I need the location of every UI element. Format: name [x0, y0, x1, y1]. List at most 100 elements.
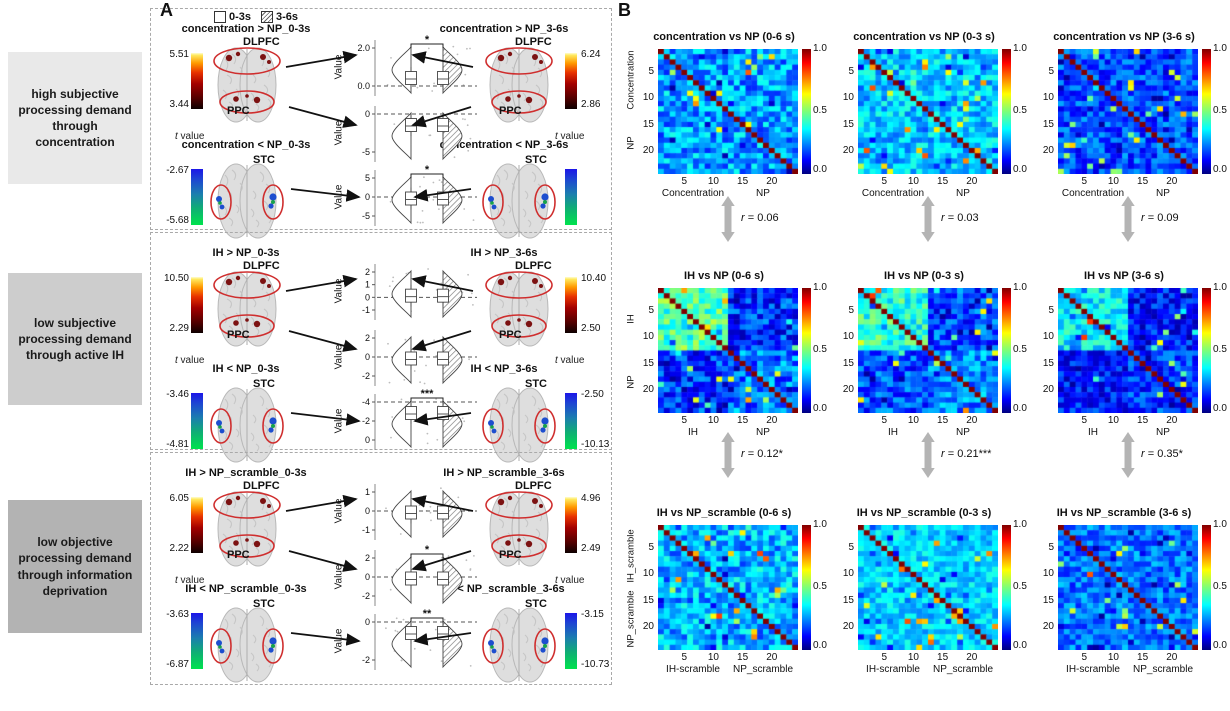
x-axis-tick: 20 [766, 415, 778, 426]
brain-top-view: DLPFC PPC [481, 36, 557, 125]
x-axis-tick: 15 [737, 415, 749, 426]
legend-swatch-open-icon [214, 11, 226, 23]
value-axis-label: Value [333, 408, 345, 434]
violin-plot: Value 5 0 -5 * [329, 164, 481, 229]
brain-top-view: DLPFC PPC [481, 480, 557, 569]
y-axis-tick: 20 [842, 383, 854, 395]
colorbar-tick: 0.5 [1013, 105, 1027, 116]
violin-plot-svg: 0 -5 [362, 106, 477, 162]
colorbar-tick: 1.0 [1213, 519, 1227, 530]
correlation-matrix-panel: IH vs NP (3-6 s) 5 5 10 10 15 15 20 20 IH NP 1.0 0.… [1018, 270, 1230, 446]
x-axis-tick: 15 [737, 652, 749, 663]
svg-text:*: * [425, 545, 430, 556]
colorbar-tick: 0.5 [813, 105, 827, 116]
svg-text:-2: -2 [362, 591, 370, 601]
y-axis-tick: 10 [1042, 568, 1054, 580]
x-axis-group-label: IH [688, 427, 698, 438]
colorbar-tick: 0.5 [1013, 344, 1027, 355]
x-axis-tick: 20 [966, 415, 978, 426]
violin-plot-area: 2 1 0 -1 [345, 259, 479, 328]
y-axis-tick: 15 [1042, 357, 1054, 369]
x-axis-tick: 20 [1166, 176, 1178, 187]
r-value-text: = 0.03 [944, 212, 979, 224]
colorbar-max-label: 6.05 [169, 493, 189, 504]
svg-text:-1: -1 [362, 305, 370, 315]
correlation-matrix-panel: IH vs NP (0-3 s) 5 5 10 10 15 15 20 20 IH NP 1.0 0.… [818, 270, 1034, 446]
brain-top-view: DLPFC PPC [209, 260, 285, 349]
brain-map-unit: concentration > NP_0-3s 5.51 3.44 DLPFC P… [151, 19, 361, 151]
colorbar-tick: 1.0 [1013, 282, 1027, 293]
y-axis-tick: 15 [1042, 118, 1054, 130]
legend-item: 3-6s [261, 11, 298, 23]
colorbar-tick: 0.5 [1213, 105, 1227, 116]
colorbar-tick: 1.0 [813, 519, 827, 530]
matrix-colorbar [1002, 49, 1011, 174]
brain-map-unit: IH < NP_3-6s -2.50 -10.13 STC [471, 359, 683, 491]
svg-text:*: * [425, 35, 430, 46]
x-axis-group-label: NP_scramble [932, 664, 994, 675]
correlation-matrix-panel: concentration vs NP (3-6 s) 5 5 10 10 15 15 20… [1018, 31, 1230, 207]
y-axis-tick: 20 [842, 620, 854, 632]
svg-text:2: 2 [365, 333, 370, 343]
demand-box-text: low subjective processing demand through… [18, 315, 132, 363]
demand-box: high subjective processing demand throug… [8, 52, 142, 184]
colorbar-tick: 1.0 [813, 282, 827, 293]
brain-top-view-svg [485, 491, 553, 567]
colorbar-min-label: -6.87 [166, 659, 189, 670]
demand-box-text: low objective processing demand through … [17, 535, 133, 598]
brain-top-view: STC [209, 378, 285, 465]
brain-map-unit: concentration < NP_3-6s STC [440, 135, 683, 267]
svg-text:0: 0 [365, 572, 370, 582]
matrix-title: IH vs NP_scramble (0-6 s) [656, 507, 792, 519]
t-colorbar [565, 277, 577, 333]
contrast-title: IH < NP_scramble_3-6s [443, 583, 565, 595]
t-value-label: t value [175, 575, 205, 586]
violin-plot-area: 5 0 -5 * [345, 164, 479, 234]
matrix-title: concentration vs NP (3-6 s) [1053, 31, 1195, 43]
svg-text:-2: -2 [362, 371, 370, 381]
x-axis-tick: 15 [1137, 652, 1149, 663]
svg-text:0: 0 [365, 192, 370, 202]
colorbar-tick: 0.0 [1213, 403, 1227, 414]
x-axis-tick: 5 [1081, 652, 1088, 663]
svg-text:0: 0 [365, 506, 370, 516]
legend-item: 0-3s [214, 11, 251, 23]
y-axis-tick: 15 [642, 594, 654, 606]
brain-map-unit: IH > NP_3-6s 10.40 2.50 DLPFC PPC [471, 243, 683, 375]
matrix-title: IH vs NP (3-6 s) [1084, 270, 1164, 282]
colorbar-tick: 1.0 [1013, 519, 1027, 530]
colorbar-tick: 0.5 [813, 581, 827, 592]
x-axis-tick: 15 [1137, 176, 1149, 187]
double-arrow-icon [1121, 196, 1135, 242]
region-label: STC [253, 154, 275, 166]
matrix-heatmap [658, 49, 798, 174]
x-axis-group-label: NP [1156, 427, 1170, 438]
legend: 0-3s 3-6s [214, 11, 298, 23]
colorbar-min-label: 2.50 [581, 323, 601, 334]
matrix-colorbar [1202, 525, 1211, 650]
matrix-colorbar [802, 525, 811, 650]
contrast-title: concentration > NP_0-3s [181, 23, 311, 35]
y-axis-tick: 15 [842, 357, 854, 369]
y-axis-group-label: NP [625, 375, 637, 389]
double-arrow-icon [721, 432, 735, 478]
correlation-matrix-panel: IH vs NP_scramble (0-3 s) 5 5 10 10 15 15 20 20… [818, 507, 1034, 683]
region-label: DLPFC [243, 480, 280, 492]
t-colorbar [191, 53, 203, 109]
svg-text:-5: -5 [362, 211, 370, 221]
matrix-heatmap [1058, 288, 1198, 413]
x-axis-tick: 5 [881, 415, 888, 426]
violin-plot: Value -4 -2 0 *** [329, 388, 481, 453]
y-axis-tick: 10 [642, 568, 654, 580]
matrix-heatmap [1058, 49, 1198, 174]
colorbar-tick: 0.5 [1213, 344, 1227, 355]
y-axis-tick: 20 [1042, 383, 1054, 395]
y-axis-tick: 5 [1048, 66, 1054, 78]
contrast-title: IH < NP_0-3s [212, 363, 280, 375]
t-colorbar [191, 169, 203, 225]
x-axis-tick: 10 [707, 652, 719, 663]
double-arrow-icon [921, 196, 935, 242]
correlation-value: r = 0.03 [941, 212, 979, 224]
x-axis-tick: 10 [907, 415, 919, 426]
violin-plot: Value 2.0 0.0 * [329, 34, 481, 99]
